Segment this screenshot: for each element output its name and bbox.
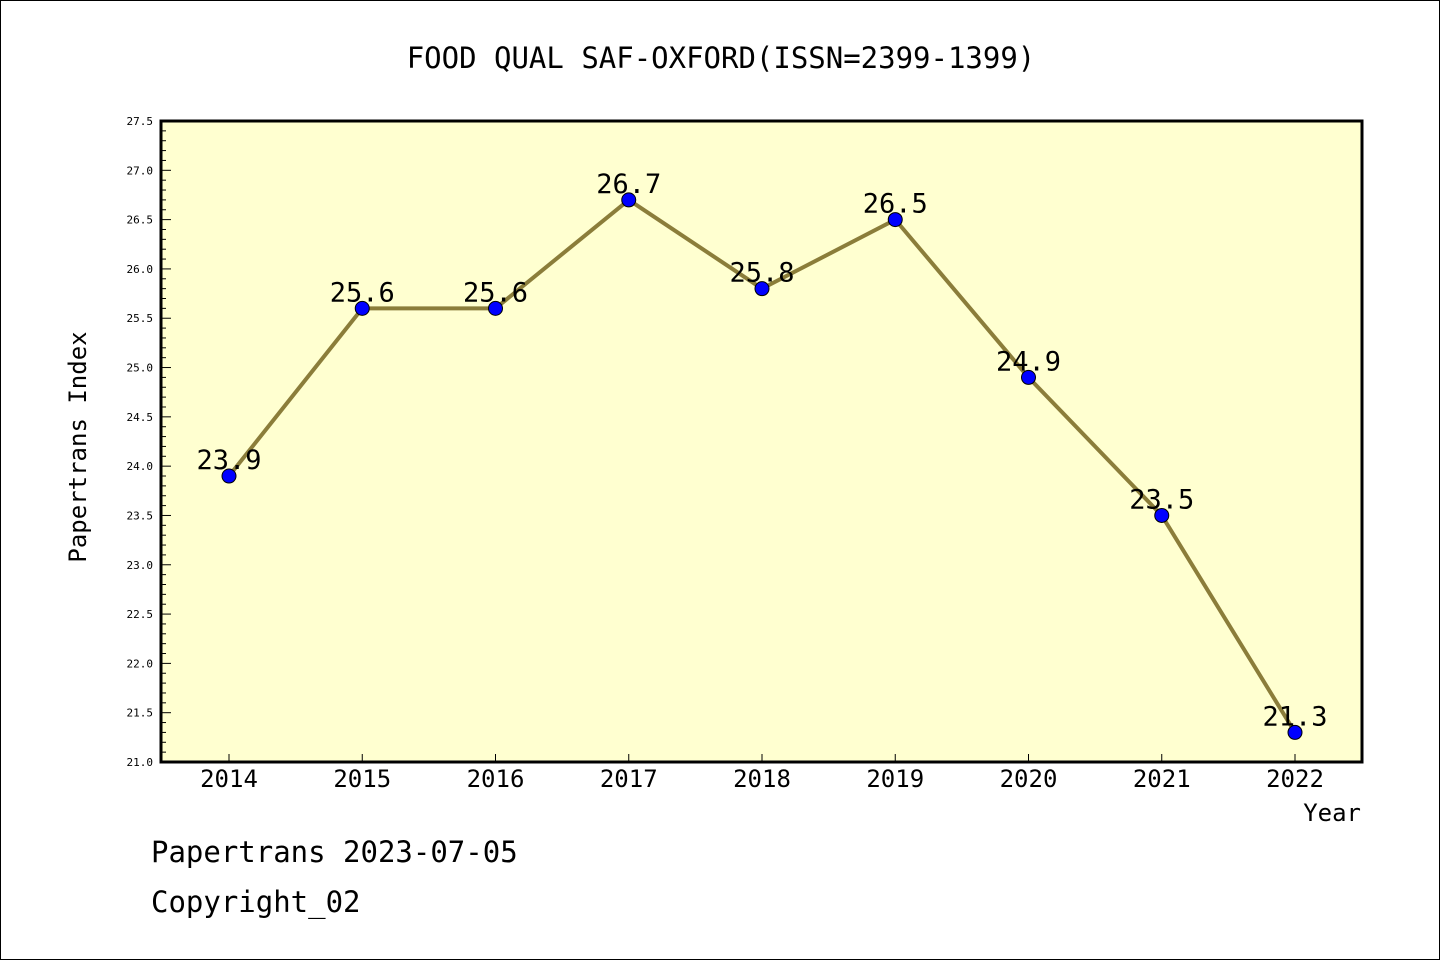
x-tick-label: 2014 — [200, 765, 258, 793]
x-tick-label: 2017 — [600, 765, 658, 793]
y-tick-label: 27.0 — [127, 164, 154, 177]
y-tick-label: 21.5 — [127, 707, 154, 720]
data-point — [221, 468, 237, 484]
x-tick-label: 2020 — [1000, 765, 1058, 793]
y-tick-label: 25.5 — [127, 312, 154, 325]
y-tick-label: 22.0 — [127, 657, 154, 670]
y-axis-ticks: 21.0 21.5 22.0 22.5 23.0 23.5 24.0 24.5 25.0 25.5… — [127, 115, 171, 769]
y-tick-label: 25.0 — [127, 362, 154, 375]
y-tick-label: 23.5 — [127, 509, 154, 522]
y-tick-label: 27.5 — [127, 115, 154, 128]
data-label: 24.9 — [996, 346, 1061, 377]
y-tick-label: 24.0 — [127, 460, 154, 473]
y-tick-label: 24.5 — [127, 411, 154, 424]
data-label: 25.6 — [330, 277, 395, 308]
data-label: 25.6 — [463, 277, 528, 308]
data-label: 21.3 — [1262, 701, 1327, 732]
data-label: 23.9 — [196, 445, 261, 476]
data-label: 23.5 — [1129, 484, 1194, 515]
footer-copyright: Copyright_02 — [151, 885, 361, 919]
data-point — [488, 300, 503, 316]
y-tick-label: 23.0 — [127, 559, 154, 572]
x-tick-label: 2015 — [333, 765, 391, 793]
x-tick-label: 2016 — [467, 765, 525, 793]
y-tick-label: 22.5 — [127, 608, 154, 621]
series-group: 23.9 25.6 25.6 26.7 25.8 26.5 24.9 23.5 21.3 — [196, 169, 1328, 740]
y-tick-label: 26.5 — [127, 214, 154, 227]
x-tick-label: 2021 — [1133, 765, 1191, 793]
data-point — [354, 300, 370, 316]
data-label: 26.7 — [596, 169, 661, 200]
data-point — [887, 212, 903, 228]
x-axis-label: Year — [1303, 799, 1361, 827]
data-point — [1154, 507, 1170, 523]
data-point — [1287, 724, 1303, 740]
y-tick-label: 21.0 — [127, 756, 154, 769]
x-tick-label: 2019 — [866, 765, 924, 793]
x-tick-label: 2018 — [733, 765, 791, 793]
plot-area — [159, 119, 1364, 764]
x-tick-label: 2022 — [1266, 765, 1324, 793]
data-point — [1021, 369, 1036, 385]
data-label: 26.5 — [863, 189, 928, 220]
footer-date: Papertrans 2023-07-05 — [151, 835, 518, 869]
chart-title: FOOD QUAL SAF-OXFORD(ISSN=2399-1399) — [407, 41, 1036, 75]
x-axis-ticks: 2014 2015 2016 2017 2018 2019 2020 2021 2022 — [200, 754, 1324, 793]
data-point — [754, 281, 770, 297]
y-tick-label: 26.0 — [127, 263, 154, 276]
data-label: 25.8 — [729, 258, 794, 289]
data-point — [621, 192, 637, 208]
y-axis-label: Papertrans Index — [64, 331, 92, 562]
